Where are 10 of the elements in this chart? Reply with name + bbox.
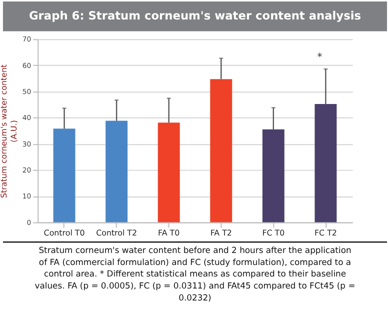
x-tick-label: FC T2 [314, 228, 337, 238]
x-tick-label: FC T0 [262, 228, 285, 238]
text: Stratum corneum's water content before and 2 hours after the application of FA (commercial formulation) and FC (study formulation), compared to a control area. * Different statistical means as compared to their baseline values. FA (p = 0.0005), FC (p = 0.0311) and FAt45 compared to FCt45 (p = 0.0232) [34, 244, 356, 302]
chart-title: Graph 6: Stratum corneum's water content analysis [28, 8, 362, 22]
y-axis-title: Stratum corneum's water content (A.U.) [0, 64, 18, 198]
x-tick-label: Control T2 [96, 228, 138, 238]
x-tick-label: FA T0 [158, 228, 180, 238]
x-tick-label: FA T2 [210, 228, 232, 238]
x-tick-label: Control T0 [44, 228, 85, 238]
annotation: * [317, 52, 322, 64]
